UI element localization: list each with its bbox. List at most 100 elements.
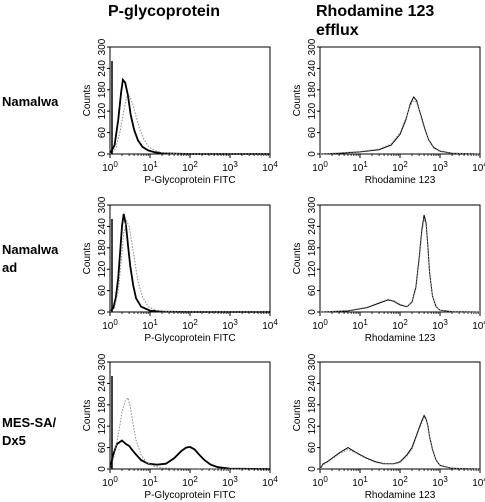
x-tick-label: 104 [472,475,485,489]
y-tick-label: 180 [307,239,318,256]
y-tick-label: 300 [97,38,108,55]
plot-frame [109,46,271,155]
x-tick-label: 103 [222,475,238,489]
x-tick-label: 102 [182,318,198,332]
y-axis-label: Counts [292,243,303,275]
x-tick-label: 103 [432,318,448,332]
x-tick-label: 100 [102,318,118,332]
x-tick-label: 101 [142,318,158,332]
y-tick-label: 300 [307,353,318,370]
y-axis-label: Counts [82,400,93,432]
x-axis-label: P-Glycoprotein FITC [144,175,235,186]
y-tick-label: 120 [307,260,318,277]
series-line-solid [109,77,270,155]
plot-frame [319,204,481,313]
x-tick-label: 103 [432,160,448,174]
series-line-dotted [319,218,481,313]
x-tick-label: 104 [262,475,278,489]
series-line-solid [319,214,481,313]
y-tick-label: 120 [97,417,108,434]
histogram-mes-sa-pgp: 0 60 120 180 240 300 Counts 100 101 102 103 104 P-Gl… [82,353,278,501]
series-line-solid [319,414,481,470]
y-tick-label: 120 [97,260,108,277]
y-tick-label: 300 [307,38,318,55]
y-tick-label: 240 [97,375,108,392]
y-tick-label: 180 [97,396,108,413]
histogram-namalwa-ad-rhodamine: 0 60 120 180 240 300 Counts 100 101 102 103 104 Rhod… [292,196,485,344]
x-tick-label: 101 [352,318,368,332]
series-line-dotted [109,219,270,313]
plot-frame [319,46,481,155]
y-axis-label: Counts [292,400,303,432]
y-tick-label: 180 [97,239,108,256]
series-line-solid [319,95,481,155]
x-tick-label: 104 [472,318,485,332]
y-tick-label: 60 [97,127,108,139]
y-axis-label: Counts [82,85,93,117]
series-line-dotted [319,416,481,470]
y-tick-label: 60 [97,285,108,297]
histogram-namalwa-pgp: 0 60 120 180 240 300 Counts 100 101 102 103 104 P-Gl… [82,38,278,186]
histogram-namalwa-rhodamine: 0 60 120 180 240 300 Counts 100 101 102 103 104 Rhod… [292,38,485,186]
x-tick-label: 102 [182,475,198,489]
y-tick-label: 0 [97,466,108,472]
column-title-p-glycoprotein: P-glycoprotein [108,3,221,20]
x-tick-label: 102 [392,160,408,174]
y-tick-label: 240 [307,218,318,235]
y-tick-label: 180 [307,396,318,413]
x-tick-label: 104 [262,318,278,332]
y-tick-label: 240 [97,60,108,77]
histogram-mes-sa-rhodamine: 0 60 120 180 240 300 Counts 100 101 102 103 104 Rhod… [292,353,485,501]
row-label-namalwa: Namalwa [2,94,59,109]
series-line-dotted [319,99,481,155]
x-axis-label: P-Glycoprotein FITC [144,490,235,501]
series-line-solid [109,213,270,313]
x-axis-label: P-Glycoprotein FITC [144,333,235,344]
x-tick-label: 102 [182,160,198,174]
y-tick-label: 300 [97,196,108,213]
x-tick-label: 103 [432,475,448,489]
y-tick-label: 0 [307,466,318,472]
x-tick-label: 104 [262,160,278,174]
row-label-mes-sa-line1: MES-SA/ [2,415,57,430]
y-tick-label: 60 [307,285,318,297]
y-tick-label: 300 [97,353,108,370]
x-tick-label: 100 [312,318,328,332]
y-tick-label: 0 [97,309,108,315]
x-tick-label: 102 [392,475,408,489]
series-line-dotted [109,396,270,470]
y-tick-label: 240 [307,60,318,77]
row-label-namalwa-ad-line2: ad [2,260,18,275]
x-tick-label: 103 [222,318,238,332]
histogram-namalwa-ad-pgp: 0 60 120 180 240 300 Counts 100 101 102 103 104 P-Gl… [82,196,278,344]
y-tick-label: 120 [97,102,108,119]
y-tick-label: 0 [97,151,108,157]
x-tick-label: 101 [142,160,158,174]
y-tick-label: 0 [307,151,318,157]
x-tick-label: 100 [312,475,328,489]
y-axis-label: Counts [82,243,93,275]
series-line-dotted [109,95,270,155]
y-tick-label: 240 [307,375,318,392]
y-tick-label: 0 [307,309,318,315]
x-axis-label: Rhodamine 123 [365,175,436,186]
x-tick-label: 100 [102,475,118,489]
x-tick-label: 101 [352,160,368,174]
x-axis-label: Rhodamine 123 [365,333,436,344]
x-tick-label: 101 [352,475,368,489]
y-tick-label: 60 [97,442,108,454]
y-tick-label: 240 [97,218,108,235]
y-tick-label: 300 [307,196,318,213]
column-title-rhodamine-123-line1: Rhodamine 123 [316,3,435,20]
row-label-mes-sa-line2: Dx5 [2,433,26,448]
x-tick-label: 104 [472,160,485,174]
x-tick-label: 101 [142,475,158,489]
series-line-solid [109,439,271,470]
row-label-namalwa-ad-line1: Namalwa [2,242,59,257]
y-axis-label: Counts [292,85,303,117]
x-tick-label: 100 [102,160,118,174]
y-tick-label: 180 [307,81,318,98]
y-tick-label: 60 [307,442,318,454]
column-title-rhodamine-123-line2: efflux [316,22,359,39]
x-tick-label: 102 [392,318,408,332]
